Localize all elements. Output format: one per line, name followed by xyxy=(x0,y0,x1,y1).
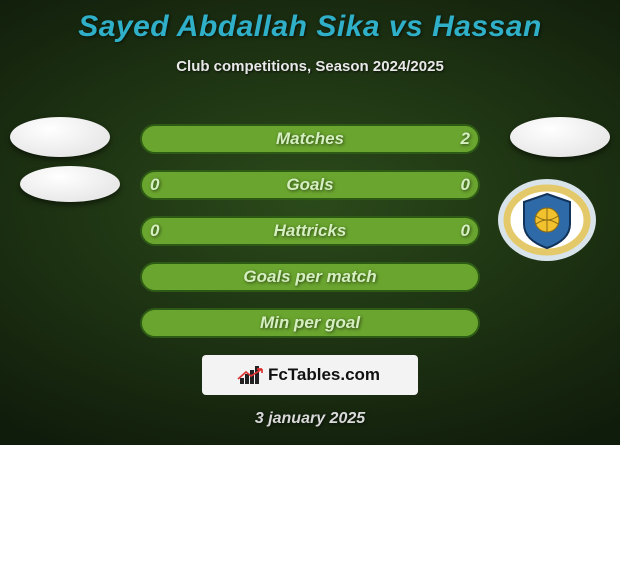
stat-label: Min per goal xyxy=(140,313,480,333)
stat-label: Goals xyxy=(140,175,480,195)
stat-row: Goals per match xyxy=(0,258,620,304)
snapshot-date: 3 january 2025 xyxy=(0,410,620,428)
stat-value-right: 2 xyxy=(461,129,470,149)
stat-value-right: 0 xyxy=(461,221,470,241)
stat-label: Goals per match xyxy=(140,267,480,287)
brand-logo: FcTables.com xyxy=(202,355,418,395)
stat-value-right: 0 xyxy=(461,175,470,195)
club-badge-icon xyxy=(497,178,597,262)
stat-row: Matches 2 xyxy=(0,120,620,166)
stat-label: Hattricks xyxy=(140,221,480,241)
stat-label: Matches xyxy=(140,129,480,149)
comparison-card: Sayed Abdallah Sika vs Hassan Club compe… xyxy=(0,0,620,445)
page-subtitle: Club competitions, Season 2024/2025 xyxy=(0,58,620,75)
bar-chart-icon xyxy=(240,366,262,384)
player-avatar-right xyxy=(510,117,610,157)
page-title: Sayed Abdallah Sika vs Hassan xyxy=(0,0,620,44)
stat-row: Min per goal xyxy=(0,304,620,350)
player-avatar-left-small xyxy=(20,166,120,202)
brand-text: FcTables.com xyxy=(268,365,380,385)
player-avatar-left xyxy=(10,117,110,157)
